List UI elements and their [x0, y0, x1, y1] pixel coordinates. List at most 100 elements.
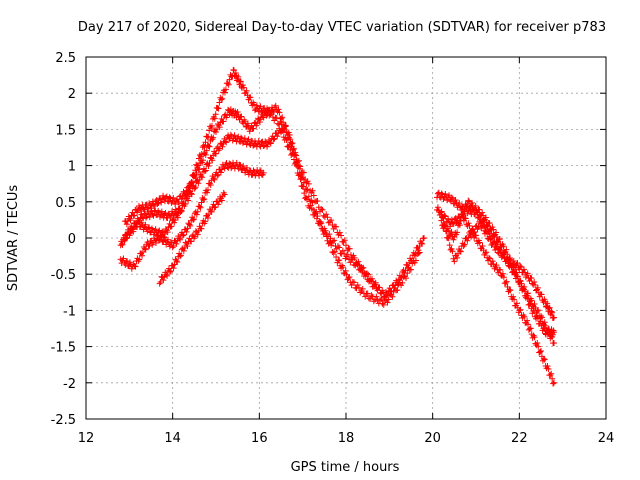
- data-point: [465, 197, 472, 204]
- data-point: [384, 299, 391, 306]
- series-track-1: [117, 66, 427, 301]
- data-point: [331, 237, 338, 244]
- data-point: [178, 208, 185, 215]
- data-point: [226, 160, 233, 167]
- data-point: [202, 218, 209, 225]
- data-point: [212, 204, 219, 211]
- y-tick-label: -2.5: [51, 413, 76, 428]
- data-point: [490, 239, 497, 246]
- data-point: [221, 165, 228, 172]
- data-point: [240, 84, 247, 91]
- data-point: [210, 134, 217, 141]
- data-point: [308, 189, 315, 196]
- data-point: [290, 150, 297, 157]
- data-point: [324, 214, 331, 221]
- data-point: [333, 254, 340, 261]
- data-point: [476, 206, 483, 213]
- data-point: [346, 245, 353, 252]
- data-point: [482, 228, 489, 235]
- data-point: [235, 165, 242, 172]
- data-point: [204, 189, 211, 196]
- data-point: [434, 204, 441, 211]
- data-point: [486, 254, 492, 261]
- data-point: [295, 172, 302, 179]
- data-point: [260, 169, 267, 176]
- data-point: [255, 115, 262, 122]
- data-point: [150, 201, 157, 208]
- data-point: [169, 244, 176, 251]
- data-point: [489, 258, 496, 265]
- data-point: [180, 247, 187, 254]
- data-point: [213, 150, 219, 157]
- data-point: [511, 296, 518, 303]
- data-point: [415, 250, 422, 257]
- data-point: [256, 172, 263, 179]
- data-point: [206, 143, 213, 150]
- series-track-2: [122, 102, 423, 308]
- data-point: [221, 89, 228, 96]
- data-point: [265, 106, 272, 113]
- data-point: [152, 239, 159, 246]
- data-point: [514, 273, 521, 280]
- data-point: [510, 293, 517, 300]
- data-point: [197, 204, 204, 211]
- data-point: [266, 139, 273, 146]
- data-point: [198, 225, 205, 232]
- data-point: [168, 223, 175, 230]
- series-track-4: [117, 159, 267, 272]
- data-point: [476, 218, 483, 225]
- data-point: [502, 279, 509, 286]
- data-point: [191, 185, 198, 192]
- data-point: [182, 239, 189, 246]
- data-point: [363, 270, 370, 277]
- data-point: [540, 325, 547, 332]
- data-point: [270, 136, 277, 143]
- data-point: [207, 207, 214, 214]
- data-point: [309, 187, 316, 194]
- data-point: [537, 348, 544, 355]
- data-point: [194, 231, 201, 238]
- data-point: [444, 197, 451, 204]
- data-point: [438, 211, 445, 218]
- data-point: [279, 127, 286, 134]
- x-axis-label: GPS time / hours: [291, 460, 400, 475]
- data-point: [394, 287, 401, 294]
- data-point: [255, 108, 262, 115]
- data-point: [180, 188, 187, 195]
- data-point: [305, 193, 312, 200]
- data-point: [462, 215, 469, 222]
- data-point: [128, 224, 135, 231]
- data-point: [139, 252, 146, 259]
- data-point: [123, 221, 130, 228]
- data-point: [296, 171, 303, 178]
- data-point: [141, 245, 148, 252]
- data-point: [455, 213, 462, 220]
- data-point: [190, 216, 197, 223]
- data-point: [507, 287, 514, 294]
- x-tick-label: 20: [424, 431, 441, 446]
- data-point: [141, 206, 148, 213]
- data-point: [202, 151, 209, 158]
- data-point: [214, 172, 221, 179]
- data-point: [210, 175, 217, 182]
- data-point: [500, 274, 507, 281]
- data-point: [286, 131, 293, 138]
- data-point: [456, 222, 463, 229]
- data-point: [152, 226, 159, 233]
- data-point: [497, 266, 504, 273]
- data-point: [517, 306, 524, 313]
- data-point: [342, 267, 349, 274]
- y-tick-label: 1: [68, 160, 76, 175]
- data-point: [170, 194, 177, 201]
- data-point: [307, 202, 314, 209]
- y-axis-label: SDTVAR / TECUs: [6, 185, 21, 292]
- data-point: [527, 300, 534, 307]
- data-point: [244, 120, 251, 127]
- data-point: [205, 163, 212, 170]
- data-point: [200, 196, 207, 203]
- data-point: [461, 205, 468, 212]
- data-point: [486, 233, 493, 240]
- y-tick-label: -1: [63, 304, 76, 319]
- data-point: [278, 115, 285, 122]
- data-point: [216, 124, 223, 131]
